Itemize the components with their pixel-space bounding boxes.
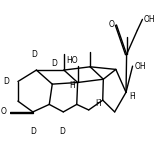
- Text: O: O: [108, 20, 114, 29]
- Text: D: D: [59, 127, 65, 136]
- Text: OH: OH: [135, 62, 146, 71]
- Text: O: O: [1, 107, 7, 116]
- Text: D: D: [31, 50, 37, 59]
- Text: OH: OH: [144, 15, 156, 24]
- Text: HO: HO: [66, 56, 78, 65]
- Text: D: D: [51, 59, 57, 69]
- Text: D: D: [4, 77, 10, 86]
- Text: Ḧ: Ḧ: [129, 92, 135, 101]
- Text: D: D: [30, 127, 36, 136]
- Text: Ḧ: Ḧ: [69, 81, 75, 90]
- Text: Ḧ: Ḧ: [95, 99, 101, 108]
